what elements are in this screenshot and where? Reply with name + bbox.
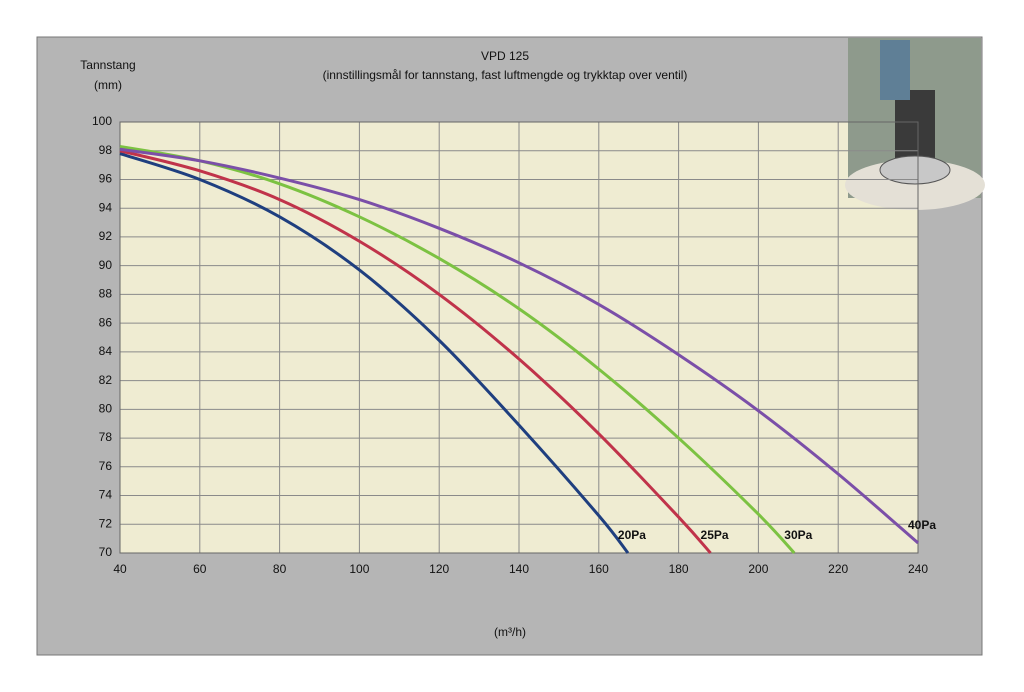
y-tick-label: 98 [99, 143, 113, 157]
x-tick-label: 160 [589, 562, 609, 576]
y-tick-label: 84 [99, 344, 113, 358]
x-axis-label: (m³/h) [494, 625, 526, 639]
line [119, 147, 919, 545]
x-tick-label: 240 [908, 562, 928, 576]
x-tick-label: 40 [113, 562, 127, 576]
x-tick-label: 100 [349, 562, 369, 576]
y-tick-label: 78 [99, 430, 113, 444]
plot-border [119, 121, 919, 554]
y-tick-label: 86 [99, 315, 113, 329]
x-tick-label: 140 [509, 562, 529, 576]
series-label: 30Pa [784, 528, 812, 542]
photo [845, 38, 985, 210]
y-axis-label: Tannstang [80, 58, 135, 72]
y-tick-label: 88 [99, 287, 113, 301]
series-label: 20Pa [618, 528, 646, 542]
line [119, 149, 712, 554]
series-label: 25Pa [701, 528, 729, 542]
y-tick-label: 82 [99, 373, 113, 387]
line [119, 144, 796, 555]
line [119, 152, 630, 554]
y-axis-label: (mm) [94, 78, 122, 92]
x-tick-label: 200 [748, 562, 768, 576]
x-tick-label: 180 [669, 562, 689, 576]
y-tick-label: 96 [99, 172, 113, 186]
y-tick-label: 72 [99, 516, 113, 530]
y-tick-label: 70 [99, 545, 113, 559]
y-tick-label: 94 [99, 200, 113, 214]
y-tick-label: 90 [99, 258, 113, 272]
x-tick-label: 80 [273, 562, 287, 576]
x-tick-label: 60 [193, 562, 207, 576]
y-tick-label: 80 [99, 402, 113, 416]
y-tick-label: 92 [99, 229, 113, 243]
y-tick-label: 76 [99, 459, 113, 473]
y-tick-label: 100 [92, 114, 112, 128]
chart-subtitle: (innstillingsmål for tannstang, fast luf… [323, 68, 688, 82]
x-tick-label: 220 [828, 562, 848, 576]
x-tick-label: 120 [429, 562, 449, 576]
chart-title: VPD 125 [481, 49, 529, 63]
y-tick-label: 74 [99, 488, 113, 502]
series-label: 40Pa [908, 518, 936, 532]
